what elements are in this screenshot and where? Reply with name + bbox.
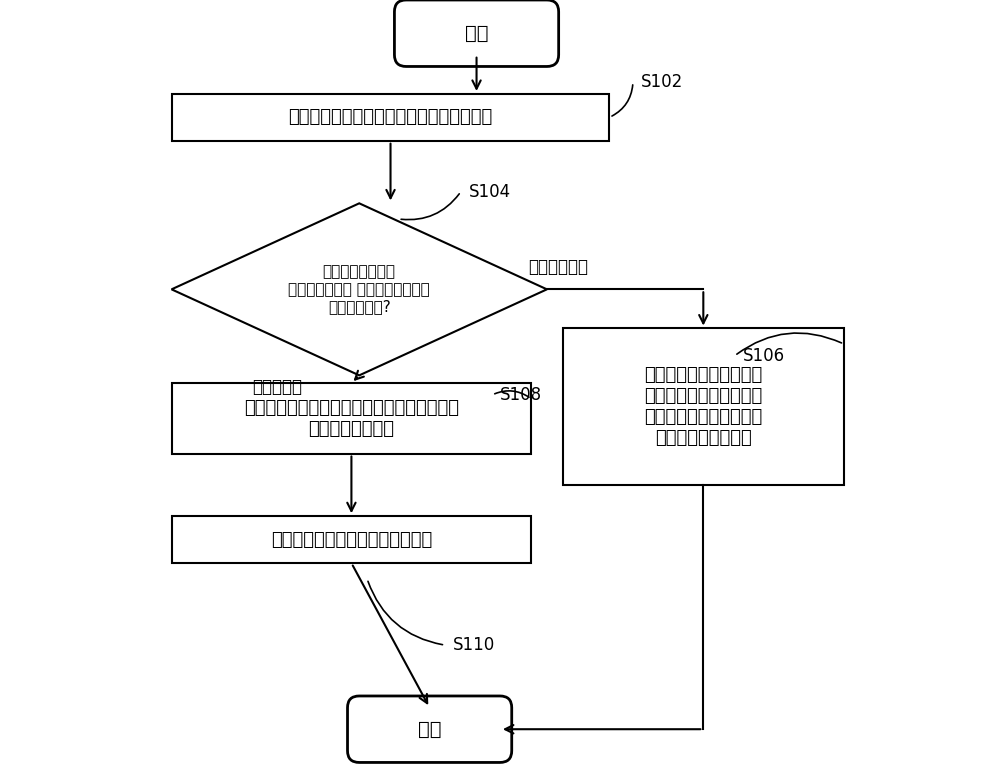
Text: 不阻截模式: 不阻截模式 [252,378,302,396]
Text: 开始: 开始 [465,23,488,43]
Text: 响应用户在按键上的关机操作发送关机信号: 响应用户在按键上的关机操作发送关机信号 [288,108,493,127]
FancyBboxPatch shape [172,383,531,454]
Text: 结束: 结束 [418,719,441,739]
Text: 根据关机信号控制所述开关模块接通使关机信
号传输至南桥芯片: 根据关机信号控制所述开关模块接通使关机信 号传输至南桥芯片 [244,399,459,438]
Polygon shape [172,203,547,375]
Text: 根据关机信号控制一连接
于按键与南桥芯片之间的
开关模块断开使关机信号
不能传输至南桥芯片: 根据关机信号控制一连接 于按键与南桥芯片之间的 开关模块断开使关机信号 不能传输… [644,367,762,447]
FancyBboxPatch shape [348,696,512,762]
FancyBboxPatch shape [172,94,609,141]
Text: 南桥芯片根据关机信号关闭计算机: 南桥芯片根据关机信号关闭计算机 [271,530,432,549]
Text: 阻截关机模式: 阻截关机模式 [529,258,589,277]
Text: S104: S104 [469,182,511,201]
FancyBboxPatch shape [394,0,559,66]
Text: S106: S106 [742,346,785,365]
FancyBboxPatch shape [563,328,844,485]
Text: S102: S102 [641,73,683,91]
Text: S110: S110 [453,636,495,655]
FancyBboxPatch shape [172,516,531,563]
Text: 用户在一模式设置
模块中设置的为 阻截关机模式还是
为不阻截模式?: 用户在一模式设置 模块中设置的为 阻截关机模式还是 为不阻截模式? [288,264,430,314]
Text: S108: S108 [500,386,542,404]
